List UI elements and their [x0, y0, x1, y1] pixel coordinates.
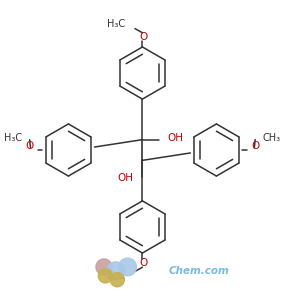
- Circle shape: [98, 269, 112, 283]
- Text: O: O: [251, 141, 260, 151]
- Text: H₃C: H₃C: [107, 19, 125, 29]
- Text: O: O: [140, 32, 148, 42]
- Text: CH₃: CH₃: [262, 133, 281, 142]
- Text: O: O: [25, 141, 34, 151]
- Text: H₃C: H₃C: [107, 271, 125, 281]
- Circle shape: [110, 273, 124, 287]
- Text: OH: OH: [167, 133, 183, 143]
- Text: OH: OH: [117, 173, 133, 183]
- Text: O: O: [140, 258, 148, 268]
- Circle shape: [119, 258, 136, 276]
- Text: H₃C: H₃C: [4, 133, 22, 142]
- Circle shape: [96, 259, 112, 275]
- Text: Chem.com: Chem.com: [169, 266, 230, 276]
- Circle shape: [107, 262, 125, 280]
